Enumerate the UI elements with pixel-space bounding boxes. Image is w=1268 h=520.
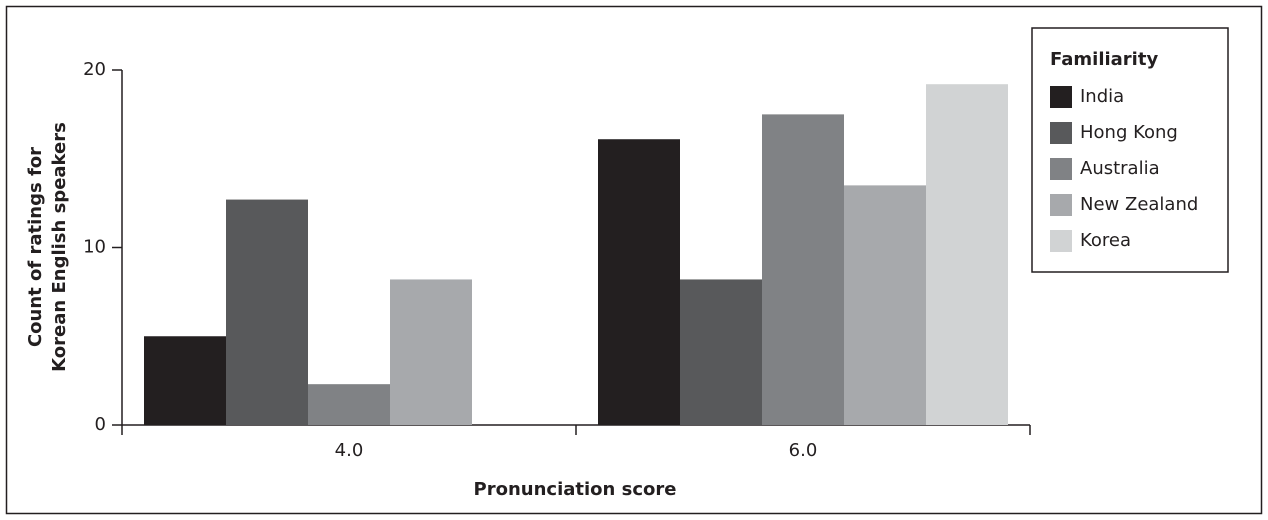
bar	[680, 279, 762, 425]
y-tick-label: 0	[95, 414, 106, 435]
bar	[308, 384, 390, 425]
bar	[926, 84, 1008, 425]
legend-label: India	[1080, 86, 1124, 107]
bar	[598, 139, 680, 425]
y-axis-label-line: Korean English speakers	[49, 122, 70, 372]
y-tick-label: 20	[83, 59, 106, 80]
x-tick-label: 6.0	[789, 440, 818, 461]
legend-swatch	[1050, 230, 1072, 252]
bar	[762, 114, 844, 425]
bar	[390, 279, 472, 425]
x-axis-label: Pronunciation score	[474, 479, 677, 500]
legend-label: New Zealand	[1080, 194, 1198, 215]
legend-swatch	[1050, 158, 1072, 180]
y-axis-label-line: Count of ratings for	[25, 147, 46, 347]
bar	[844, 185, 926, 425]
legend-label: Hong Kong	[1080, 122, 1178, 143]
legend-label: Korea	[1080, 230, 1131, 251]
bar	[144, 336, 226, 425]
y-axis-label: Count of ratings for Korean English spea…	[25, 122, 70, 372]
legend-title: Familiarity	[1050, 49, 1158, 70]
legend-swatch	[1050, 122, 1072, 144]
y-tick-label: 10	[83, 237, 106, 258]
legend-swatch	[1050, 86, 1072, 108]
legend-swatch	[1050, 194, 1072, 216]
legend-label: Australia	[1080, 158, 1160, 179]
frame	[5, 5, 1263, 515]
x-tick-label: 4.0	[335, 440, 364, 461]
bar	[226, 199, 308, 425]
